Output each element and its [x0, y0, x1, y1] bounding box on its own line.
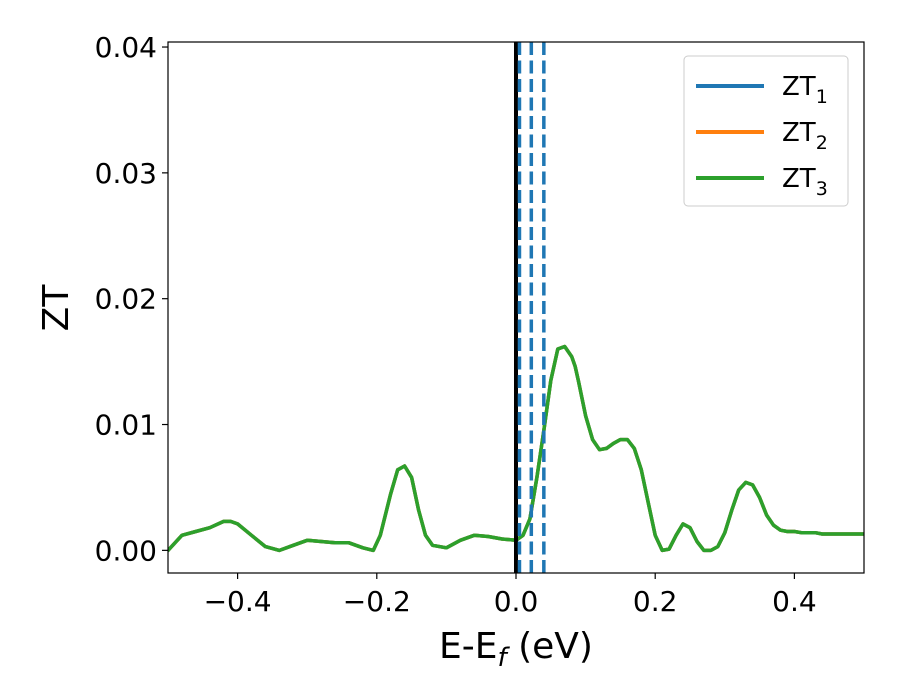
legend-label-zt2: ZT2 [782, 118, 828, 154]
legend-label-zt1: ZT1 [782, 72, 828, 108]
x-tick-label: −0.2 [343, 585, 411, 618]
x-tick-label: 0.4 [772, 585, 817, 618]
legend: ZT1 ZT2 ZT3 [683, 55, 849, 207]
vline-layer [514, 42, 546, 573]
y-axis-label: ZT [36, 284, 77, 332]
y-tick-label: 0.03 [95, 157, 157, 190]
x-tick-label: 0.2 [633, 585, 678, 618]
y-tick-label: 0.04 [95, 31, 157, 64]
legend-box [683, 55, 849, 207]
series-line-zt3 [168, 344, 864, 553]
y-tick-label: 0.00 [95, 534, 157, 567]
x-tick-label: −0.4 [204, 585, 272, 618]
y-tick-label: 0.01 [95, 409, 157, 442]
x-tick-label: 0.0 [494, 585, 539, 618]
x-axis-ticks: −0.4 −0.2 0.0 0.2 0.4 [204, 573, 817, 618]
y-axis-ticks: 0.00 0.01 0.02 0.03 0.04 [95, 31, 168, 567]
x-axis-label: E-Ef (eV) [439, 626, 593, 673]
series-layer [168, 344, 864, 553]
y-tick-label: 0.02 [95, 283, 157, 316]
legend-label-zt3: ZT3 [782, 164, 828, 200]
